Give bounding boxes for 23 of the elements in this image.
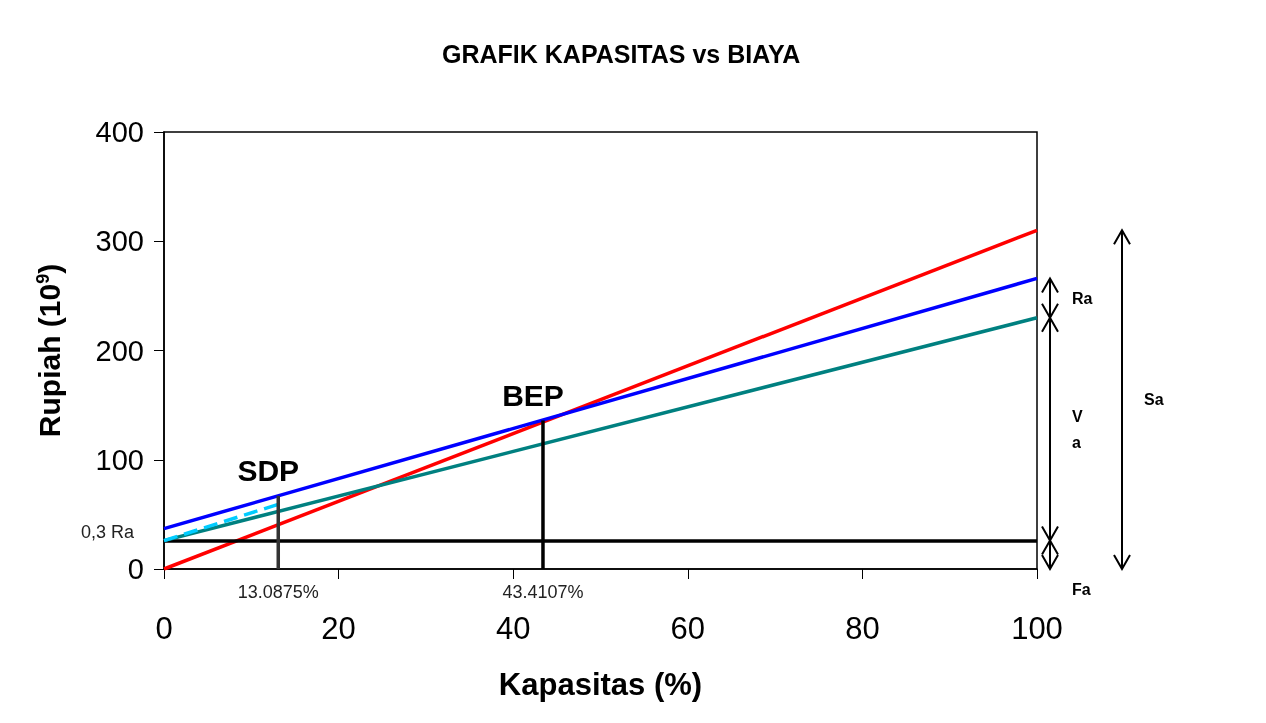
x-axis-title: Kapasitas (%) (498, 667, 703, 702)
x-tick-label: 100 (1011, 611, 1063, 646)
y-tick-label: 200 (95, 334, 144, 367)
text: Sa (1144, 391, 1164, 409)
y-tick-label: 100 (95, 443, 144, 476)
y-tick-label: 400 (95, 116, 144, 148)
annotation: BEP (502, 378, 564, 412)
x-tick-label: 0 (155, 611, 173, 646)
x-tick-label: 80 (845, 611, 880, 646)
annotation: 43.4107% (502, 582, 584, 602)
text: Fa (1072, 580, 1091, 598)
x-tick-label: 20 (321, 611, 356, 646)
annotation: 13.0875% (237, 582, 319, 602)
x-tick-label: 60 (670, 611, 706, 646)
annotation: 0,3 Ra (80, 521, 135, 542)
annotation: SDP (237, 454, 300, 488)
text: Va (1072, 407, 1083, 451)
y-axis-title: Rupiah (109) (32, 263, 66, 438)
chart-title: GRAFIK KAPASITAS vs BIAYA (442, 39, 801, 68)
text: Ra (1072, 289, 1093, 307)
x-tick-label: 40 (495, 611, 531, 646)
y-tick-label: 300 (95, 225, 144, 258)
y-tick-label: 0 (127, 553, 144, 585)
